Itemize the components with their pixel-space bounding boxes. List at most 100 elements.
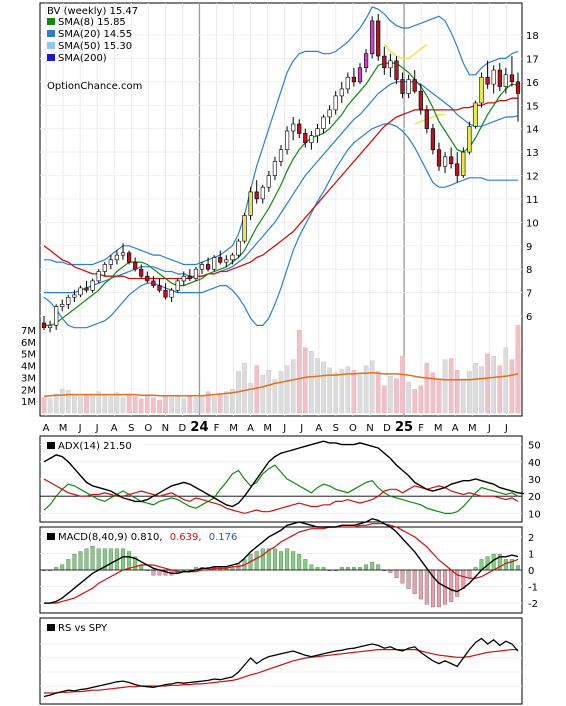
volume-bar (278, 371, 284, 414)
volume-bar (339, 368, 345, 414)
volume-bar (193, 397, 199, 414)
volume-bar (41, 397, 47, 414)
candle (357, 63, 363, 85)
volume-bar (230, 389, 235, 414)
volume-bar (157, 399, 162, 414)
candle (187, 269, 192, 281)
macd-histogram-bar (279, 551, 283, 571)
x-tick-label: J (78, 423, 82, 434)
volume-bar (53, 393, 59, 414)
candle (503, 67, 508, 94)
macd-histogram-bar (272, 548, 277, 571)
x-tick-label: M (229, 423, 238, 434)
volume-bar (436, 379, 442, 414)
volume-bar (442, 359, 448, 414)
candle (163, 283, 168, 300)
volume-bar (473, 363, 478, 414)
volume-bar (503, 347, 509, 414)
candle (54, 304, 59, 331)
macd-signal-line (44, 523, 519, 604)
candle (181, 271, 186, 286)
macd-histogram-bar (72, 553, 77, 571)
macd-histogram-bar (127, 551, 132, 571)
candle (151, 276, 156, 288)
volume-bar (248, 383, 253, 414)
macd-histogram-bar (491, 553, 496, 571)
x-tick-label: O (144, 423, 152, 434)
volume-bar (351, 370, 357, 414)
volume-bar (430, 372, 436, 414)
candle (327, 105, 332, 124)
macd-histogram-bar (236, 564, 241, 571)
macd-histogram-bar (400, 569, 405, 584)
bollinger-yellow-segment (383, 43, 428, 60)
candle (394, 56, 399, 85)
macd-label: MACD(8,40,9) 0.810, 0.639, 0.176 (58, 532, 237, 543)
x-tick-label: J (487, 423, 491, 434)
candle (157, 278, 162, 293)
candle (218, 250, 223, 265)
macd-tick-label: 1 (528, 549, 534, 560)
candle (41, 316, 47, 331)
volume-bar (388, 376, 393, 414)
volume-bar (151, 397, 156, 414)
candle (102, 262, 107, 277)
volume-bar (515, 325, 521, 414)
candle (127, 250, 132, 265)
volume-bar (199, 395, 205, 414)
volume-bar (296, 329, 302, 414)
price-panel-frame (39, 2, 523, 417)
volume-bar (211, 396, 217, 414)
candle (90, 278, 95, 293)
x-tick-label: S (333, 423, 339, 434)
volume-bar (461, 378, 466, 414)
candle (169, 287, 174, 302)
volume-bar (175, 396, 181, 414)
legend-label: SMA(200) (58, 53, 107, 64)
candle (418, 84, 423, 115)
volume-bar (144, 396, 150, 414)
x-tick-label: A (111, 423, 118, 434)
candle (139, 264, 144, 279)
candle (193, 266, 199, 281)
sma50-line (43, 97, 518, 280)
legend-swatch (47, 30, 55, 37)
x-tick-label: 24 (190, 420, 208, 435)
volume-bar (400, 355, 405, 414)
legend-swatch (47, 18, 55, 25)
macd-histogram-bar (376, 564, 381, 571)
x-tick-label: F (214, 423, 220, 434)
price-tick-label: 6 (526, 312, 532, 323)
price-tick-label: 13 (526, 148, 539, 159)
volume-bar (84, 395, 89, 414)
macd-histogram-bar (516, 565, 520, 571)
candle (424, 105, 429, 134)
macd-histogram-bar (412, 569, 417, 594)
x-tick-label: A (43, 423, 50, 434)
candle (315, 123, 320, 143)
price-tick-label: 9 (526, 242, 532, 253)
candle (309, 131, 314, 150)
macd-histogram-bar (418, 569, 423, 600)
chart-title: BV (weekly) 15.47 (47, 6, 138, 17)
x-axis-labels: A M J J A S O N D 24 F M A M J J A S O N D 25 F M A M J J (43, 420, 508, 435)
macd-histogram-bar (285, 548, 290, 571)
macd-histogram-bar (96, 548, 101, 571)
candle (72, 290, 77, 302)
candle (284, 126, 290, 155)
volume-bar (497, 365, 503, 414)
candle (206, 257, 211, 272)
candle (321, 114, 326, 134)
candle (345, 72, 350, 94)
volume-bar (78, 396, 83, 414)
volume-bar (138, 398, 144, 414)
volume-bar (333, 372, 339, 414)
volume-bar (485, 353, 490, 414)
macd-histogram-bar (108, 548, 113, 571)
candle (278, 145, 284, 167)
volume-bar (284, 365, 290, 414)
volume-bar (272, 379, 278, 414)
volume-bar (406, 382, 411, 414)
volume-bars (41, 325, 521, 414)
